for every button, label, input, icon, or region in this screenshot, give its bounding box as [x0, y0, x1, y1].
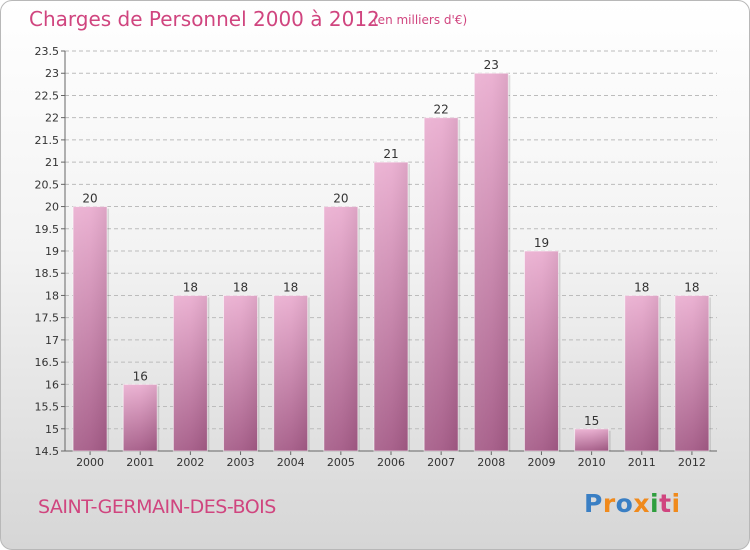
- logo-letter: x: [633, 489, 650, 518]
- data-label: 19: [534, 236, 549, 250]
- bar-highlight: [674, 294, 710, 452]
- y-tick-label: 14.5: [35, 445, 60, 458]
- data-label: 18: [684, 280, 699, 294]
- proxiti-logo: Proxiti: [584, 489, 681, 518]
- bar-highlight: [273, 294, 309, 452]
- bar-highlight: [172, 294, 208, 452]
- data-label: 20: [333, 192, 348, 206]
- y-tick-label: 16: [45, 378, 59, 391]
- bar-highlight: [574, 428, 610, 452]
- data-label: 18: [233, 280, 248, 294]
- data-label: 22: [434, 103, 449, 117]
- logo-letter: r: [602, 489, 616, 518]
- bar-highlight: [624, 294, 660, 452]
- y-tick-label: 19.5: [35, 223, 60, 236]
- y-tick-label: 21.5: [35, 134, 60, 147]
- x-tick-label: 2005: [327, 456, 355, 469]
- bar-highlight: [373, 161, 409, 452]
- y-tick-label: 17: [45, 334, 59, 347]
- chart-title: Charges de Personnel 2000 à 2012: [29, 7, 380, 31]
- y-tick-label: 15: [45, 423, 59, 436]
- data-label: 15: [584, 414, 599, 428]
- data-label: 18: [183, 280, 198, 294]
- y-tick-label: 18: [45, 289, 59, 302]
- x-tick-label: 2002: [176, 456, 204, 469]
- logo-letter: i: [671, 489, 681, 518]
- x-tick-label: 2003: [227, 456, 255, 469]
- data-label: 21: [383, 147, 398, 161]
- unit-note: (en milliers d'€): [373, 13, 468, 27]
- y-tick-label: 19: [45, 245, 59, 258]
- y-tick-label: 20: [45, 201, 59, 214]
- bar-layer: [72, 72, 711, 452]
- data-label: 18: [283, 280, 298, 294]
- bar-highlight: [72, 206, 108, 452]
- x-tick-label: 2012: [678, 456, 706, 469]
- y-tick-label: 15.5: [35, 401, 60, 414]
- x-tick-label: 2010: [578, 456, 606, 469]
- y-tick-label: 22: [45, 112, 59, 125]
- x-tick-label: 2011: [628, 456, 656, 469]
- data-label: 20: [82, 192, 97, 206]
- data-label: 16: [133, 369, 148, 383]
- logo-letter: o: [615, 489, 634, 518]
- y-tick-label: 23: [45, 67, 59, 80]
- bar-highlight: [423, 117, 459, 452]
- x-tick-label: 2006: [377, 456, 405, 469]
- commune-name: SAINT-GERMAIN-DES-BOIS: [38, 496, 276, 518]
- bar-highlight: [122, 383, 158, 452]
- data-label: 18: [634, 280, 649, 294]
- label-layer: 20 16 18 18 18 20 21 22 23 19 15 18 18: [82, 58, 699, 428]
- y-tick-label: 23.5: [35, 45, 60, 58]
- x-tick-label: 2007: [427, 456, 455, 469]
- data-label: 23: [484, 58, 499, 72]
- y-tick-label: 22.5: [35, 89, 60, 102]
- y-tick-label: 17.5: [35, 312, 60, 325]
- x-tick-label: 2000: [76, 456, 104, 469]
- logo-letter: P: [584, 489, 603, 518]
- x-tick-label: 2004: [277, 456, 305, 469]
- bar-highlight: [323, 206, 359, 452]
- bar-highlight: [523, 250, 559, 452]
- y-tick-label: 21: [45, 156, 59, 169]
- y-tick-label: 16.5: [35, 356, 60, 369]
- logo-letter: i: [650, 489, 660, 518]
- x-tick-label: 2009: [527, 456, 555, 469]
- axis-layer: 14.5 15 15.5 16 16.5 17 17.5 18 18.5 19 19.5 20 20.5…: [35, 45, 717, 469]
- logo-letter: t: [659, 489, 672, 518]
- x-tick-label: 2008: [477, 456, 505, 469]
- x-tick-label: 2001: [126, 456, 154, 469]
- y-tick-label: 20.5: [35, 178, 60, 191]
- bar-highlight: [223, 294, 259, 452]
- bar-highlight: [473, 72, 509, 452]
- y-tick-label: 18.5: [35, 267, 60, 280]
